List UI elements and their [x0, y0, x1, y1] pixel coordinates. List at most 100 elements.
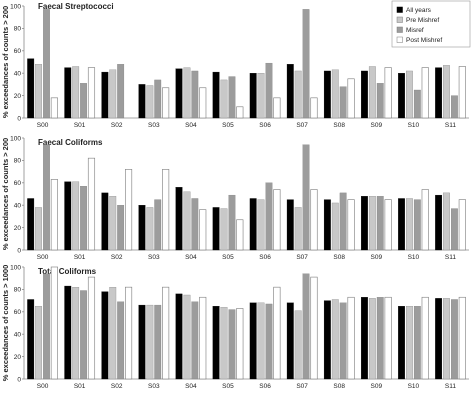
bar-misref	[191, 70, 199, 119]
bar-misref	[451, 95, 458, 119]
bar-pre-mishref	[294, 70, 302, 119]
bar-misref	[117, 205, 125, 251]
x-tick-label: S01	[74, 122, 86, 129]
bar-misref	[376, 83, 384, 119]
legend-swatch	[396, 6, 403, 13]
bar-post-mishref	[199, 209, 207, 251]
bar-pre-mishref	[109, 69, 117, 119]
bar-misref	[376, 196, 384, 251]
x-tick-label: S06	[259, 122, 271, 129]
bar-post-mishref	[236, 106, 244, 119]
bar-misref	[376, 297, 384, 380]
bar-post-mishref	[87, 276, 96, 380]
x-tick-label: S01	[74, 383, 86, 390]
bar-misref	[413, 199, 421, 251]
y-tick-label: 40	[14, 332, 22, 339]
bar-pre-mishref	[406, 198, 413, 251]
bar-pre-mishref	[368, 66, 376, 119]
x-tick-label: S08	[333, 254, 345, 261]
bar-all-years	[435, 298, 443, 380]
chart-title: Faecal Coliforms	[38, 138, 103, 147]
bar-pre-mishref	[257, 199, 265, 251]
bar-misref	[228, 309, 236, 380]
bar-misref	[80, 290, 87, 380]
y-tick-label: 60	[14, 48, 22, 55]
bar-pre-mishref	[443, 192, 450, 251]
bar-post-mishref	[162, 169, 170, 251]
y-tick-label: 100	[10, 3, 21, 10]
x-tick-label: S00	[37, 254, 49, 261]
bar-post-mishref	[236, 308, 244, 380]
bar-post-mishref	[125, 286, 133, 380]
bar-all-years	[249, 302, 257, 380]
bar-post-mishref	[87, 67, 96, 119]
bar-misref	[228, 76, 236, 119]
y-tick-label: 80	[14, 158, 22, 165]
bar-post-mishref	[50, 266, 58, 380]
bar-all-years	[249, 198, 257, 251]
bar-post-mishref	[236, 219, 244, 251]
legend-swatch	[396, 26, 403, 33]
bar-all-years	[101, 71, 109, 119]
y-tick-label: 40	[14, 203, 22, 210]
x-tick-label: S11	[445, 383, 456, 390]
bar-pre-mishref	[368, 298, 376, 380]
legend-swatch	[396, 36, 403, 43]
bar-all-years	[64, 285, 72, 380]
bar-all-years	[27, 198, 35, 251]
bar-all-years	[138, 304, 146, 380]
bar-pre-mishref	[331, 202, 339, 251]
bar-post-mishref	[310, 276, 318, 380]
legend-label: All years	[406, 7, 432, 14]
x-tick-label: S05	[222, 122, 234, 129]
x-tick-label: S00	[37, 122, 49, 129]
bar-pre-mishref	[35, 207, 42, 251]
x-tick-label: S02	[111, 122, 123, 129]
bar-pre-mishref	[443, 298, 450, 380]
bar-post-mishref	[50, 97, 58, 119]
bar-all-years	[27, 299, 35, 380]
bar-all-years	[361, 297, 368, 380]
bar-misref	[265, 182, 273, 251]
bar-post-mishref	[50, 179, 58, 251]
bar-post-mishref	[199, 87, 207, 119]
bar-all-years	[286, 302, 294, 380]
legend-label: Misref	[406, 27, 424, 34]
bar-post-mishref	[310, 189, 318, 251]
y-tick-label: 100	[10, 135, 21, 142]
bar-pre-mishref	[146, 85, 154, 119]
x-tick-label: S05	[222, 383, 234, 390]
bar-post-mishref	[310, 97, 318, 119]
x-tick-label: S07	[296, 122, 308, 129]
bar-pre-mishref	[257, 302, 265, 380]
x-tick-label: S02	[111, 383, 123, 390]
legend-label: Post Mishref	[406, 37, 442, 44]
bar-pre-mishref	[183, 191, 191, 251]
y-tick-label: 80	[14, 287, 22, 294]
bar-post-mishref	[347, 78, 355, 119]
x-tick-label: S04	[185, 254, 197, 261]
bar-all-years	[398, 198, 405, 251]
bar-post-mishref	[421, 67, 429, 119]
bar-pre-mishref	[331, 299, 339, 380]
bar-all-years	[361, 196, 368, 251]
bar-pre-mishref	[368, 196, 376, 251]
bar-all-years	[398, 73, 405, 119]
bar-pre-mishref	[331, 69, 339, 119]
bar-misref	[451, 208, 458, 251]
bar-pre-mishref	[406, 70, 413, 119]
bar-pre-mishref	[220, 307, 228, 380]
bar-pre-mishref	[220, 79, 228, 119]
bar-post-mishref	[421, 189, 429, 251]
bar-all-years	[212, 207, 220, 251]
bar-pre-mishref	[72, 66, 80, 119]
bar-post-mishref	[458, 199, 466, 251]
bar-pre-mishref	[72, 181, 80, 251]
x-tick-label: S11	[445, 254, 456, 261]
bar-misref	[154, 79, 162, 119]
bar-misref	[265, 303, 273, 380]
bar-misref	[413, 306, 421, 380]
x-tick-label: S06	[259, 383, 271, 390]
y-tick-label: 0	[17, 247, 21, 254]
x-tick-label: S09	[371, 254, 383, 261]
